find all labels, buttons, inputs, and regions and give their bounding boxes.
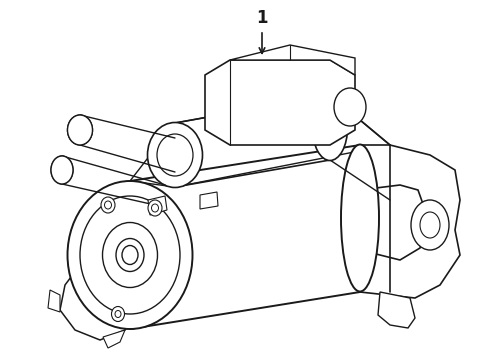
Ellipse shape — [151, 204, 158, 212]
Polygon shape — [148, 196, 167, 215]
Polygon shape — [360, 145, 460, 298]
Text: 1: 1 — [256, 9, 268, 27]
Ellipse shape — [313, 95, 347, 161]
Ellipse shape — [116, 239, 144, 271]
Ellipse shape — [102, 222, 157, 288]
Polygon shape — [200, 192, 218, 209]
Ellipse shape — [341, 144, 379, 292]
Ellipse shape — [122, 246, 138, 265]
Ellipse shape — [104, 201, 112, 209]
Ellipse shape — [68, 115, 93, 145]
Ellipse shape — [334, 88, 366, 126]
Polygon shape — [75, 245, 98, 265]
Polygon shape — [48, 290, 60, 312]
Ellipse shape — [148, 200, 162, 216]
Ellipse shape — [80, 196, 180, 314]
Polygon shape — [130, 95, 390, 187]
Ellipse shape — [101, 197, 115, 213]
Ellipse shape — [147, 122, 202, 188]
Ellipse shape — [51, 156, 73, 184]
Ellipse shape — [411, 200, 449, 250]
Ellipse shape — [157, 134, 193, 176]
Ellipse shape — [51, 156, 73, 184]
Polygon shape — [230, 45, 355, 75]
Polygon shape — [205, 60, 355, 145]
Polygon shape — [103, 330, 125, 348]
Polygon shape — [378, 292, 415, 328]
Ellipse shape — [112, 306, 124, 321]
Polygon shape — [60, 250, 145, 340]
Ellipse shape — [68, 115, 93, 145]
Ellipse shape — [115, 310, 121, 318]
Ellipse shape — [68, 181, 193, 329]
Ellipse shape — [420, 212, 440, 238]
